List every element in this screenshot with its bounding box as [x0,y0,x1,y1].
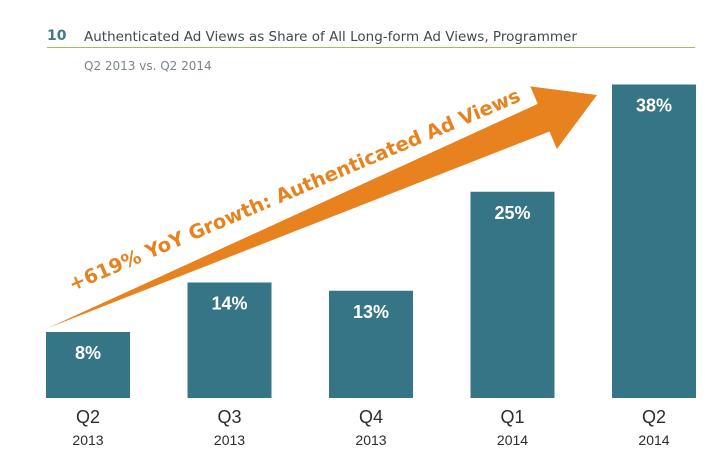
bar-q1-2014 [470,191,555,398]
x-tick-quarter: Q2 [76,407,100,427]
x-tick-quarter: Q2 [642,407,666,427]
x-tick-quarter: Q4 [359,407,383,427]
growth-annotation: +619% YoY Growth: Authenticated Ad Views [65,84,523,296]
chart-title: Authenticated Ad Views as Share of All L… [84,29,577,45]
growth-arrow [48,86,597,329]
bar-value-label: 13% [353,302,389,322]
bar-q2-2013 [46,332,130,398]
x-tick-quarter: Q1 [500,407,524,427]
figure-header: 10 Authenticated Ad Views as Share of Al… [47,26,695,73]
bar-q4-2013 [329,290,413,398]
bar-group: 8% 14% 13% 25% 38% [46,84,696,398]
chart-subtitle: Q2 2013 vs. Q2 2014 [84,59,212,73]
x-tick-year: 2013 [72,432,103,448]
x-tick-year: 2013 [355,432,386,448]
x-axis-labels: Q2 2013 Q3 2013 Q4 2013 Q1 2014 Q2 2014 [72,407,669,448]
bar-value-label: 8% [75,343,101,363]
figure-number: 10 [47,28,67,44]
bar-value-label: 25% [494,203,530,223]
x-tick-year: 2013 [214,432,245,448]
title-row: 10 Authenticated Ad Views as Share of Al… [47,26,695,48]
x-tick-year: 2014 [497,432,528,448]
title-divider [47,47,695,48]
bar-value-label: 14% [211,294,247,314]
x-tick-year: 2014 [638,432,669,448]
x-tick-quarter: Q3 [217,407,241,427]
bar-q3-2013 [187,282,272,398]
bar-value-label: 38% [636,96,672,116]
bar-q2-2014 [612,84,696,398]
